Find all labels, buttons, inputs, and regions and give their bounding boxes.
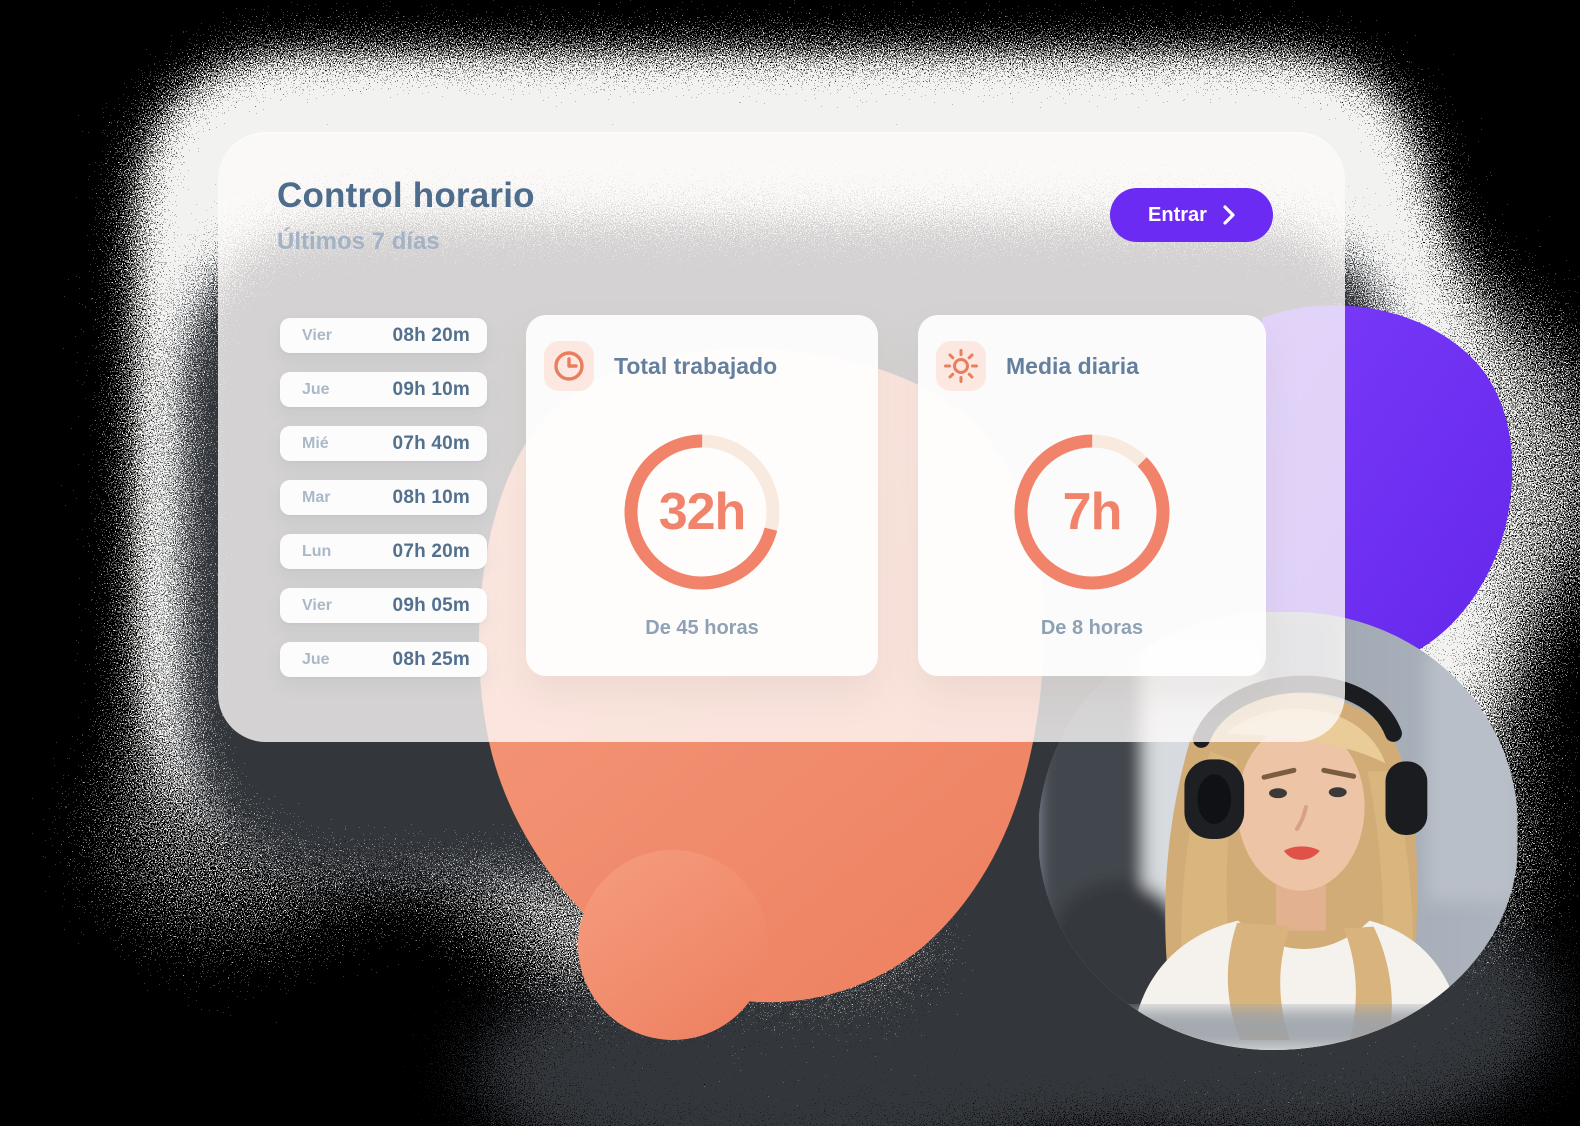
day-value: 09h 10m bbox=[392, 378, 470, 400]
enter-button[interactable]: Entrar bbox=[1110, 188, 1273, 242]
stat-card-media-diaria: Media diaria 7h De 8 horas bbox=[918, 315, 1266, 676]
page-subtitle: Últimos 7 días bbox=[277, 228, 440, 255]
days-list: Vier 08h 20m Jue 09h 10m Mié 07h 40m Mar… bbox=[280, 318, 487, 677]
progress-ring-total: 32h bbox=[622, 432, 782, 592]
ring-value: 32h bbox=[658, 483, 747, 541]
main-card: Control horario Últimos 7 días Entrar Vi… bbox=[218, 132, 1345, 742]
day-row: Mar 08h 10m bbox=[280, 480, 487, 515]
day-value: 07h 40m bbox=[392, 432, 470, 454]
day-row: Vier 09h 05m bbox=[280, 588, 487, 623]
stat-title: Media diaria bbox=[1006, 352, 1139, 379]
stat-title: Total trabajado bbox=[614, 352, 778, 379]
day-label: Jue bbox=[302, 380, 330, 398]
day-label: Jue bbox=[302, 650, 330, 668]
stat-caption: De 45 horas bbox=[645, 617, 759, 639]
day-value: 07h 20m bbox=[392, 540, 470, 562]
enter-button-label: Entrar bbox=[1148, 203, 1207, 226]
progress-ring-media: 7h bbox=[1012, 432, 1172, 592]
day-value: 08h 20m bbox=[392, 324, 470, 346]
sun-icon bbox=[936, 341, 986, 391]
day-label: Mar bbox=[302, 488, 331, 506]
day-label: Vier bbox=[302, 326, 332, 344]
day-row: Jue 09h 10m bbox=[280, 372, 487, 407]
chevron-right-icon bbox=[1223, 205, 1235, 225]
ring-value: 7h bbox=[1062, 483, 1123, 541]
day-value: 08h 25m bbox=[392, 648, 470, 670]
woman-figure bbox=[1130, 675, 1466, 1050]
stat-caption: De 8 horas bbox=[1040, 617, 1144, 639]
day-row: Vier 08h 20m bbox=[280, 318, 487, 353]
page-title: Control horario bbox=[277, 176, 535, 215]
stat-card-total-trabajado: Total trabajado 32h De 45 horas bbox=[526, 315, 878, 676]
day-label: Mié bbox=[302, 434, 329, 452]
day-label: Vier bbox=[302, 596, 332, 614]
day-label: Lun bbox=[302, 542, 332, 560]
day-row: Lun 07h 20m bbox=[280, 534, 487, 569]
day-value: 08h 10m bbox=[392, 486, 470, 508]
day-value: 09h 05m bbox=[392, 594, 470, 616]
day-row: Mié 07h 40m bbox=[280, 426, 487, 461]
clock-icon bbox=[544, 341, 594, 391]
day-row: Jue 08h 25m bbox=[280, 642, 487, 677]
